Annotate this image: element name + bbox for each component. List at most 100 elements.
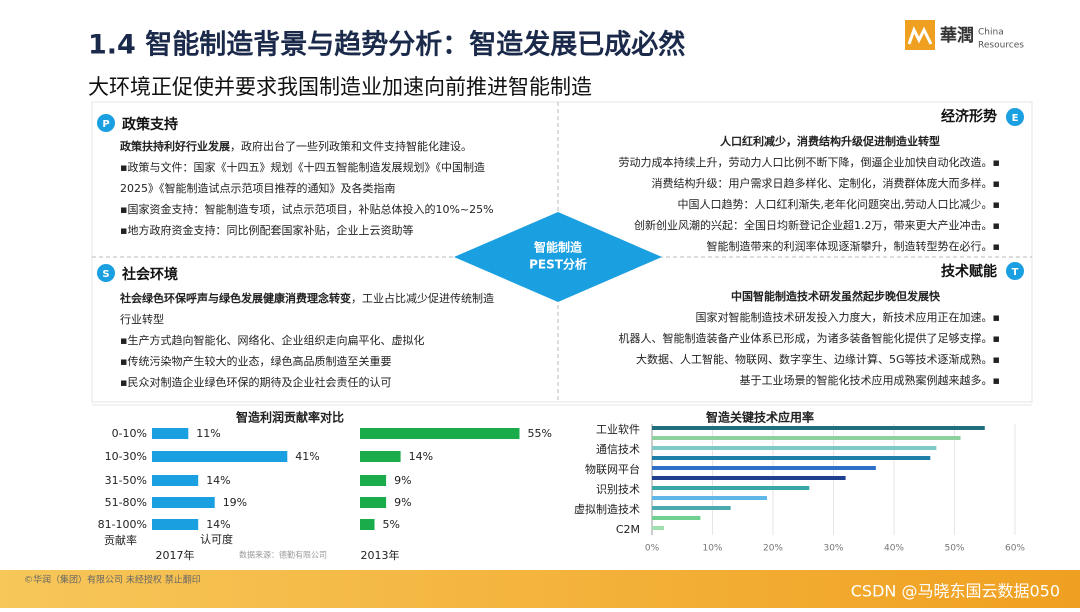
pest-lead: 中国智能制造技术研发虽然起步晚但发展快 [731, 289, 941, 303]
pest-line: 机器人、智能制造装备产业体系已形成，为诸多装备智能化提供了足够支撑。▪ [619, 331, 1000, 345]
bar [152, 519, 199, 530]
pest-line: 国家对智能制造技术研发投入力度大，新技术应用正在加速。▪ [696, 310, 1000, 324]
bar [360, 497, 387, 508]
bar [652, 456, 931, 460]
pest-line: 创新创业风潮的兴起：全国日均新登记企业超1.2万，带来更大产业冲击。▪ [634, 218, 1000, 232]
lead-bold: 人口红利减少，消费结构升级促进制造业转型 [720, 134, 940, 148]
bar [652, 516, 701, 520]
category-label: 0-10% [112, 427, 147, 440]
bar [360, 451, 401, 462]
x-tick-label: 0% [645, 544, 660, 554]
pest-icon [1006, 108, 1024, 126]
category-label: 51-80% [105, 496, 147, 509]
pest-line: 2025》《智能制造试点示范项目推荐的通知》及各类指南 [120, 181, 396, 195]
value-label: 9% [394, 496, 411, 509]
pest-icon [97, 264, 115, 282]
series-name: 2017年 [156, 548, 195, 562]
pest-lead: 社会绿色环保呼声与绿色发展健康消费理念转变，工业占比减少促进传统制造 [119, 291, 494, 305]
pest-line: 消费结构升级：用户需求日趋多样化、定制化，消费群体庞大而多样。▪ [652, 176, 1000, 190]
x-tick-label: 40% [884, 544, 904, 554]
annotation: 贡献率 [104, 533, 137, 547]
pest-center: PEST分析 [529, 257, 587, 272]
source: 数据来源：德勤有限公司 [239, 550, 327, 560]
logo-line: China [978, 28, 1004, 38]
bar [152, 451, 288, 462]
pest-line: 行业转型 [120, 312, 164, 326]
lead-rest: ，政府出台了一些列政策和文件支持智能化建设。 [230, 139, 472, 153]
bar [360, 428, 520, 439]
value-label: 11% [196, 427, 220, 440]
x-tick-label: 50% [944, 544, 964, 554]
pest-line: ▪传统污染物产生较大的业态，绿色高品质制造至关重要 [120, 354, 391, 368]
pest-icon-letter: P [102, 119, 109, 130]
category-label: 81-100% [98, 518, 147, 531]
bar [360, 475, 387, 486]
value-label: 19% [223, 496, 247, 509]
bar [152, 475, 199, 486]
chart-title: 智造关键技术应用率 [705, 410, 814, 425]
pest-line: ▪国家资金支持：智能制造专项，试点示范项目，补贴总体投入的10%~25% [120, 202, 494, 216]
bar [360, 519, 375, 530]
pest-icon-letter: S [102, 269, 109, 280]
category-label: 10-30% [105, 450, 147, 463]
x-tick-label: 20% [763, 544, 783, 554]
value-label: 5% [383, 518, 400, 531]
bar [152, 428, 189, 439]
bar [652, 436, 961, 440]
bar [652, 476, 846, 480]
footer-band [0, 570, 1080, 608]
pest-title: 技术赋能 [941, 263, 997, 280]
category-label: C2M [616, 523, 640, 536]
bar [652, 526, 665, 530]
x-tick-label: 30% [823, 544, 843, 554]
pest-icon-letter: T [1012, 267, 1019, 278]
pest-line: ▪地方政府资金支持：同比例配套国家补贴，企业上云资助等 [120, 223, 413, 237]
category-label: 识别技术 [596, 483, 640, 496]
pest-lead: 人口红利减少，消费结构升级促进制造业转型 [720, 134, 940, 148]
value-label: 14% [206, 474, 230, 487]
category-label: 31-50% [105, 474, 147, 487]
pest-line: 大数据、人工智能、物联网、数字孪生、边缘计算、5G等技术逐渐成熟。▪ [636, 352, 1000, 366]
pest-line: ▪生产方式趋向智能化、网络化、企业组织走向扁平化、虚拟化 [120, 333, 424, 347]
watermark: CSDN @马晓东国云数据050 [851, 582, 1060, 601]
category-label: 通信技术 [596, 443, 640, 456]
bar [652, 446, 937, 450]
logo-glyph [907, 26, 933, 45]
x-tick-label: 10% [702, 544, 722, 554]
x-tick-label: 60% [1005, 544, 1025, 554]
pest-diamond [454, 212, 662, 302]
value-label: 9% [394, 474, 411, 487]
pest-lead: 政策扶持利好行业发展，政府出台了一些列政策和文件支持智能化建设。 [120, 139, 472, 153]
logo-line: Resources [978, 41, 1024, 51]
logo-mark: 華潤 [940, 26, 974, 46]
lead-bold: 社会绿色环保呼声与绿色发展健康消费理念转变 [119, 291, 351, 305]
pest-line: 中国人口趋势：人口红利渐失,老年化问题突出,劳动人口比减少。▪ [678, 197, 1000, 211]
bar [652, 426, 985, 430]
pest-frame [91, 101, 1033, 403]
value-label: 55% [528, 427, 552, 440]
pest-icon-letter: E [1012, 113, 1019, 124]
category-label: 工业软件 [596, 422, 640, 436]
category-label: 物联网平台 [585, 462, 640, 476]
bar [652, 466, 876, 470]
lead-bold: 中国智能制造技术研发虽然起步晚但发展快 [731, 289, 941, 303]
pest-line: ▪政策与文件：国家《十四五》规划《十四五智能制造发展规划》《中国制造 [120, 160, 485, 174]
series-name: 2013年 [361, 548, 400, 562]
annotation: 认可度 [200, 532, 233, 546]
lead-bold: 政策扶持利好行业发展 [120, 139, 231, 153]
pest-line: 智能制造带来的利润率体现逐渐攀升，制造转型势在必行。▪ [707, 239, 1000, 253]
pest-title: 社会环境 [121, 266, 178, 283]
pest-line: 基于工业场景的智能化技术应用成熟案例越来越多。▪ [740, 373, 1000, 387]
pest-line: 劳动力成本持续上升，劳动力人口比例不断下降，倒逼企业加快自动化改造。▪ [619, 155, 1000, 169]
value-label: 14% [409, 450, 433, 463]
pest-line: ▪民众对制造企业绿色环保的期待及企业社会责任的认可 [120, 375, 391, 389]
bar [652, 486, 810, 490]
pest-center: 智能制造 [533, 240, 583, 255]
category-label: 虚拟制造技术 [574, 502, 640, 516]
pest-title: 经济形势 [941, 108, 997, 125]
bar [652, 496, 767, 500]
value-label: 14% [206, 518, 230, 531]
pest-icon [97, 114, 115, 132]
